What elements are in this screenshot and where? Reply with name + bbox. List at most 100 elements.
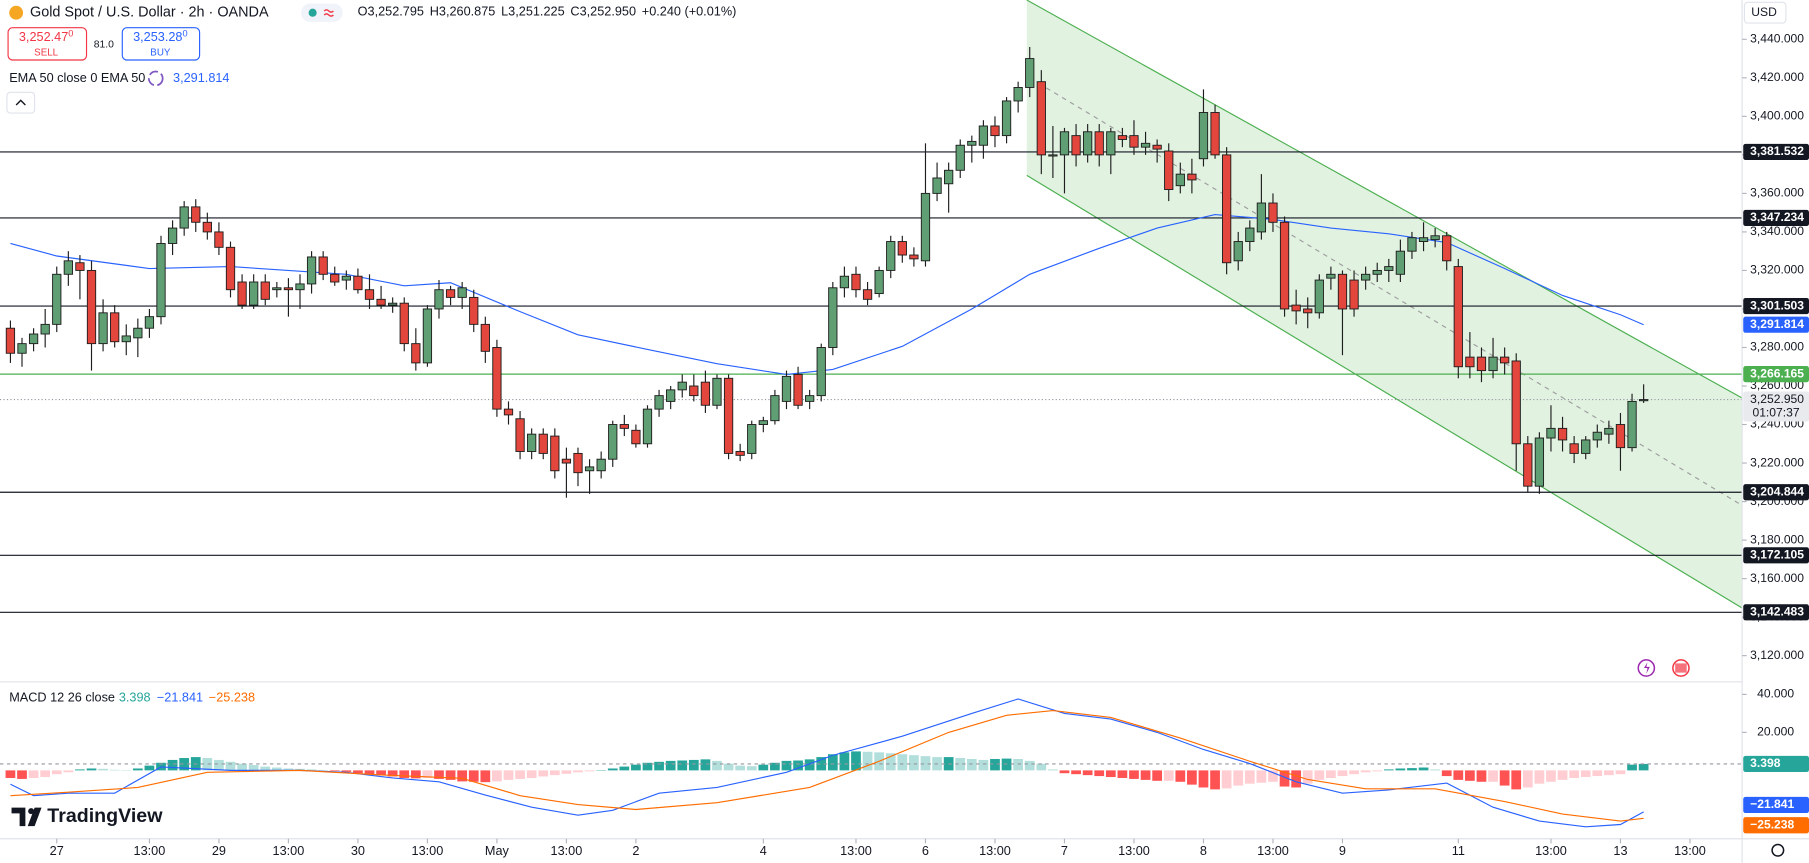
- candle-body: [17, 343, 27, 354]
- macd-legend-hist: 3.398: [119, 690, 151, 704]
- macd-tag-box: [1743, 796, 1809, 814]
- buy-label[interactable]: BUY: [150, 48, 171, 59]
- macd-histogram-bar: [723, 763, 734, 771]
- ohlc-value: 3,260.875: [439, 5, 495, 19]
- status-icon: [323, 9, 334, 17]
- levels: [0, 151, 1743, 613]
- candle-body: [144, 316, 155, 329]
- buy-price-main[interactable]: 3,253.28: [133, 30, 182, 44]
- candle-body: [388, 302, 398, 306]
- sell-price-main[interactable]: 3,252.47: [19, 30, 68, 44]
- buy-price-digit[interactable]: 0: [182, 29, 187, 39]
- candle-body: [1140, 142, 1151, 148]
- y-tick-label: 3,180.000: [1750, 532, 1804, 546]
- candle-body: [886, 241, 896, 271]
- macd-histogram-bar: [1036, 763, 1047, 771]
- macd-histogram-bar: [1638, 763, 1649, 771]
- macd-histogram-bar: [1430, 769, 1441, 771]
- candle-body: [619, 424, 629, 429]
- macd-histogram-bar: [619, 766, 630, 771]
- buy-box[interactable]: [121, 27, 201, 61]
- candle-body: [1094, 131, 1104, 156]
- buy-button[interactable]: 3,253.280 BUY: [121, 27, 201, 61]
- price-tags: 3,381.532 3,347.234 3,301.503 3,266.165 3,20…: [1743, 143, 1809, 834]
- macd-histogram-bar: [295, 768, 305, 771]
- macd-histogram-bar: [885, 753, 896, 771]
- symbol-title: Gold Spot / U.S. Dollar · 2h · OANDA: [30, 5, 269, 21]
- macd-histogram-bar: [816, 757, 827, 771]
- x-tick-label: 4: [760, 844, 767, 858]
- buy-price[interactable]: 3,253.280: [133, 29, 188, 44]
- macd-histogram-bar: [1499, 770, 1510, 786]
- candle-body: [1395, 250, 1406, 275]
- x-tick-label: 13:00: [1257, 844, 1289, 858]
- macd-histogram-bar: [98, 768, 108, 771]
- candle-body: [932, 177, 942, 194]
- macd-histogram-bar: [642, 762, 653, 771]
- candle-body: [1442, 235, 1452, 262]
- ohlc-value: 3,252.950: [580, 5, 636, 19]
- macd-histogram-bar: [1441, 770, 1452, 777]
- candle-body: [318, 256, 328, 275]
- y-tick-label: 3,120.000: [1750, 648, 1804, 662]
- candle-body: [1476, 356, 1487, 372]
- candle-body: [955, 144, 965, 171]
- ema-tag-box: [1743, 316, 1809, 333]
- candle-body: [1314, 279, 1324, 314]
- macd-histogram-bar: [746, 766, 757, 771]
- macd-histogram-bar: [793, 760, 803, 771]
- level-tag-box: [1743, 143, 1809, 160]
- event-icon-bolt[interactable]: [1644, 662, 1650, 674]
- ema-refresh-icon[interactable]: [147, 70, 164, 87]
- flag-icon-body[interactable]: [1675, 663, 1687, 673]
- currency-button[interactable]: USD: [1743, 1, 1787, 24]
- candle-body: [1349, 279, 1359, 310]
- candle-body: [1337, 273, 1348, 310]
- x-tick-label: 13:00: [412, 844, 444, 858]
- candle-body: [608, 424, 618, 460]
- ema-legend-value: 3,291.814: [173, 71, 229, 85]
- candle-body: [515, 418, 525, 452]
- sell-box[interactable]: [7, 27, 88, 61]
- macd-histogram-bar: [480, 770, 491, 783]
- collapse-button[interactable]: [6, 91, 36, 114]
- candle-body: [978, 125, 989, 146]
- macd-histogram-bar: [1024, 760, 1035, 771]
- status-pill: [301, 3, 343, 22]
- macd-histogram-bar: [1557, 770, 1568, 780]
- macd-histogram-bar: [468, 770, 479, 782]
- ohlc-key: O: [358, 5, 368, 19]
- level-tag-box: [1743, 484, 1809, 501]
- macd-histogram-bar: [1522, 770, 1533, 788]
- sell-button[interactable]: 3,252.470 SELL: [7, 27, 88, 61]
- macd-histogram-bar: [1140, 770, 1151, 780]
- candle-body: [249, 281, 259, 306]
- macd-histogram-bar: [86, 768, 97, 771]
- macd-histogram-bar: [1221, 770, 1232, 789]
- macd-histogram-bar: [1198, 770, 1209, 788]
- ohlc-key: C: [570, 5, 579, 19]
- sell-price[interactable]: 3,252.470: [19, 29, 74, 44]
- macd-histogram-bar: [920, 756, 931, 771]
- candle-body: [573, 452, 583, 474]
- candle-body: [1291, 304, 1301, 312]
- sell-price-digit[interactable]: 0: [68, 29, 73, 39]
- macd-histogram-bar: [40, 770, 51, 778]
- macd-histogram-bar: [1175, 770, 1186, 782]
- collapse-icon[interactable]: [15, 99, 26, 106]
- collapse-box[interactable]: [6, 91, 36, 114]
- macd-histogram-bar: [1314, 770, 1325, 780]
- currency-box[interactable]: [1743, 1, 1787, 24]
- macd-histogram-bar: [271, 767, 282, 771]
- candle-body: [1268, 202, 1278, 223]
- candle-body: [75, 262, 85, 271]
- ohlc-value: 3,252.795: [368, 5, 424, 19]
- candle-body: [1453, 266, 1463, 368]
- macd-histogram-bar: [179, 758, 190, 771]
- settings-icon[interactable]: [1771, 843, 1785, 857]
- currency[interactable]: USD: [1751, 5, 1777, 19]
- candle-body: [1511, 360, 1521, 445]
- level-tag-box: [1743, 297, 1809, 315]
- sell-label[interactable]: SELL: [34, 48, 59, 59]
- candle-body: [364, 289, 375, 300]
